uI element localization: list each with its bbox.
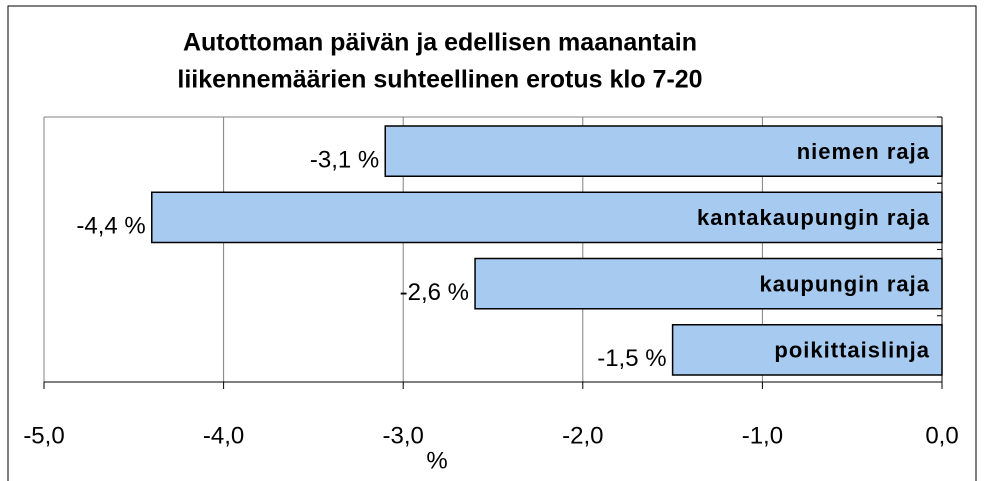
chart-title: liikennemäärien suhteellinen erotus klo … bbox=[177, 66, 702, 94]
value-label: -4,4 % bbox=[76, 213, 145, 240]
value-label: -2,6 % bbox=[400, 279, 469, 306]
category-label: poikittaislinja bbox=[774, 338, 930, 363]
bar bbox=[671, 324, 943, 376]
category-label: niemen raja bbox=[797, 139, 930, 164]
bar bbox=[474, 257, 943, 310]
bar bbox=[384, 125, 943, 177]
bar bbox=[151, 191, 943, 244]
x-tick-label: -5,0 bbox=[23, 422, 64, 449]
value-label: -1,5 % bbox=[597, 345, 666, 372]
x-axis-label: % bbox=[426, 447, 447, 474]
chart-border bbox=[7, 5, 977, 481]
x-tick-label: -2,0 bbox=[562, 422, 603, 449]
category-label: kantakaupungin raja bbox=[697, 205, 930, 230]
x-tick-label: -4,0 bbox=[203, 422, 244, 449]
x-tick-label: -3,0 bbox=[383, 422, 424, 449]
value-label: -3,1 % bbox=[310, 146, 379, 173]
x-tick-label: -1,0 bbox=[742, 422, 783, 449]
x-tick-label: 0,0 bbox=[925, 422, 958, 449]
chart-title: Autottoman päivän ja edellisen maanantai… bbox=[183, 29, 697, 57]
category-label: kaupungin raja bbox=[760, 271, 930, 296]
